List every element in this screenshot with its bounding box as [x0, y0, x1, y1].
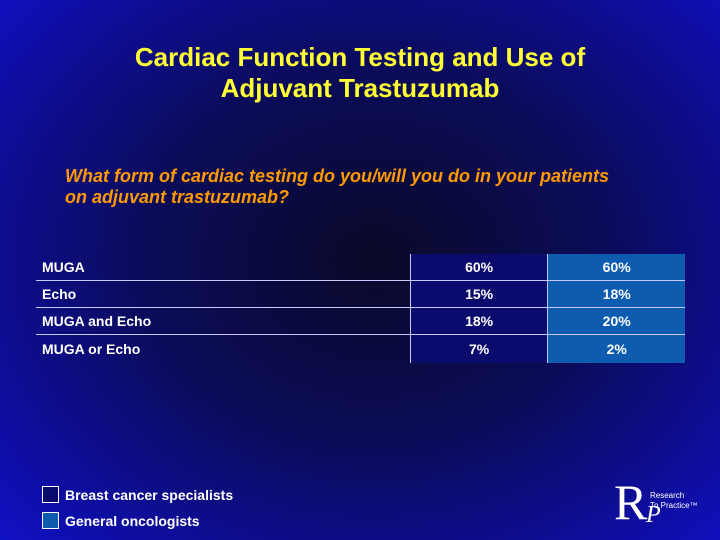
- results-table: MUGA 60% 60% Echo 15% 18% MUGA and Echo …: [36, 254, 685, 363]
- question-line-1: What form of cardiac testing do you/will…: [65, 166, 610, 186]
- legend-swatch: [42, 512, 59, 529]
- general-oncologists-value: 18%: [547, 280, 685, 308]
- table-row: MUGA and Echo 18% 20%: [36, 307, 685, 335]
- survey-question: What form of cardiac testing do you/will…: [65, 166, 685, 208]
- legend-label: Breast cancer specialists: [65, 486, 234, 503]
- logo-letter-p: P: [646, 502, 661, 528]
- breast-specialists-value: 18%: [409, 307, 548, 335]
- general-oncologists-value: 20%: [547, 307, 685, 335]
- table-row: MUGA 60% 60%: [36, 254, 685, 281]
- logo-text-line-2: To Practice™: [650, 501, 698, 510]
- slide-title: Cardiac Function Testing and Use of Adju…: [0, 42, 720, 104]
- breast-specialists-value: 60%: [409, 254, 548, 281]
- logo-text-line-1: Research: [650, 491, 685, 500]
- table-row: Echo 15% 18%: [36, 280, 685, 308]
- title-line-2: Adjuvant Trastuzumab: [220, 73, 500, 103]
- question-line-2: on adjuvant trastuzumab?: [65, 187, 290, 207]
- legend-label: General oncologists: [65, 512, 200, 529]
- category-label: Echo: [36, 280, 411, 308]
- breast-specialists-value: 7%: [409, 334, 548, 363]
- research-to-practice-logo: R P Research To Practice™: [614, 474, 714, 530]
- category-label: MUGA or Echo: [42, 341, 141, 357]
- legend: Breast cancer specialists General oncolo…: [42, 485, 233, 537]
- logo-letter-r: R: [614, 474, 648, 530]
- breast-specialists-value: 15%: [409, 280, 548, 308]
- category-label: MUGA and Echo: [36, 307, 411, 335]
- general-oncologists-value: 2%: [547, 334, 685, 363]
- category-label: MUGA: [36, 254, 411, 281]
- legend-swatch: [42, 486, 59, 503]
- title-line-1: Cardiac Function Testing and Use of: [134, 42, 586, 72]
- general-oncologists-value: 60%: [547, 254, 685, 281]
- table-row: MUGA or Echo 7% 2%: [36, 334, 685, 363]
- legend-item-breast-specialists: Breast cancer specialists: [42, 485, 233, 504]
- legend-item-general-oncologists: General oncologists: [42, 511, 233, 530]
